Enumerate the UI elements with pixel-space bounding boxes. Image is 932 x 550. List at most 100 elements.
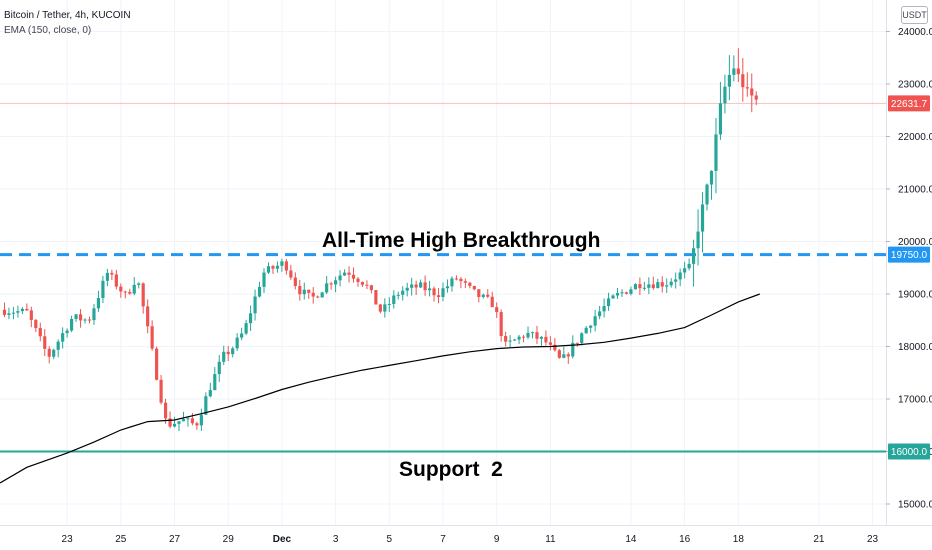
candle-body xyxy=(378,304,382,312)
candle-body xyxy=(642,287,646,289)
candle-body xyxy=(589,325,593,328)
candle-body xyxy=(611,295,615,299)
y-tick-label: 18000.0 xyxy=(898,342,932,353)
candle-body xyxy=(450,278,454,287)
candle-body xyxy=(92,308,96,321)
candle-body xyxy=(235,337,239,349)
candle-body xyxy=(78,314,83,321)
candle-body xyxy=(660,282,664,287)
y-tick-label: 15000.0 xyxy=(898,500,932,511)
candle-body xyxy=(70,319,74,331)
y-tick-label: 21000.0 xyxy=(898,185,932,196)
candle-body xyxy=(271,266,275,269)
candle-body xyxy=(665,285,669,287)
symbol-title[interactable]: Bitcoin / Tether, 4h, KUCOIN xyxy=(4,10,131,21)
x-tick-label: 7 xyxy=(440,534,446,545)
candle-body xyxy=(87,319,92,321)
candle-body xyxy=(141,283,145,307)
candle-body xyxy=(530,332,535,334)
candle-body xyxy=(674,279,678,282)
candle-body xyxy=(302,289,306,295)
candle-body xyxy=(669,281,673,286)
indicator-legend[interactable]: EMA (150, close, 0) xyxy=(4,25,92,36)
candle-body xyxy=(521,336,526,338)
candle-body xyxy=(754,95,758,100)
candle-body xyxy=(557,350,561,358)
candle-body xyxy=(114,274,118,287)
candle-body xyxy=(2,309,7,315)
candle-body xyxy=(454,278,459,280)
candle-body xyxy=(248,313,253,324)
x-tick-label: 11 xyxy=(545,534,556,545)
support-annotation: Support 2 xyxy=(399,458,503,481)
candle-body xyxy=(745,87,749,89)
y-tick-label: 22000.0 xyxy=(898,132,932,143)
candle-body xyxy=(110,272,114,275)
candle-body xyxy=(598,311,602,317)
candle-body xyxy=(566,354,570,357)
price-label-box xyxy=(888,443,930,460)
candle-body xyxy=(347,272,351,275)
candle-body xyxy=(741,74,745,88)
candle-body xyxy=(396,294,400,296)
candle-body xyxy=(633,284,638,290)
candle-body xyxy=(244,323,248,334)
x-tick-label: 18 xyxy=(733,534,745,545)
price-label-box xyxy=(888,246,930,263)
candle-body xyxy=(150,326,154,349)
candle-body xyxy=(723,86,727,104)
candle-body xyxy=(338,275,342,281)
price-label-box xyxy=(888,95,930,112)
candle-body xyxy=(678,272,682,280)
candle-body xyxy=(374,290,378,305)
candle-body xyxy=(316,296,320,298)
candle-body xyxy=(732,68,736,75)
y-tick-label: 17000.0 xyxy=(898,395,932,406)
candle-body xyxy=(11,312,16,314)
candle-body xyxy=(329,283,333,285)
candle-body xyxy=(472,285,476,290)
candle-body xyxy=(436,295,441,297)
candle-body xyxy=(43,336,47,349)
candle-body xyxy=(687,263,691,269)
currency-badge[interactable]: USDT xyxy=(901,6,928,24)
candle-body xyxy=(132,284,136,294)
candle-body xyxy=(544,336,548,343)
candle-body xyxy=(651,284,655,289)
candle-body xyxy=(548,342,552,345)
candle-body xyxy=(186,418,190,420)
candle-body xyxy=(325,283,329,293)
time-axis[interactable]: 23 25 27 29 Dec 3 5 7 9 11 14 16 18 21 23 xyxy=(62,534,879,545)
candle-body xyxy=(580,333,584,343)
candle-body xyxy=(293,277,297,286)
candle-body xyxy=(495,307,499,313)
candle-body xyxy=(47,348,51,357)
x-tick-label: 29 xyxy=(223,534,235,545)
candle-body xyxy=(199,414,203,426)
y-tick-label: 20000.0 xyxy=(898,237,932,248)
candle-body xyxy=(29,310,33,320)
candle-body xyxy=(736,68,740,75)
price-labels: 22631.7 19750.0 16000.0 xyxy=(888,95,930,460)
x-tick-label: 16 xyxy=(679,534,691,545)
candle-body xyxy=(504,336,508,342)
candle-body xyxy=(620,292,624,294)
candle-body xyxy=(208,390,212,397)
candle-body xyxy=(629,289,633,294)
candle-body xyxy=(284,261,288,271)
level-lines xyxy=(0,102,886,453)
candle-body xyxy=(647,284,651,288)
candle-body xyxy=(137,283,141,285)
candle-body xyxy=(696,231,700,249)
candle-body xyxy=(750,88,754,96)
x-tick-label: 25 xyxy=(115,534,127,545)
candle-body xyxy=(311,292,315,297)
candle-body xyxy=(168,418,172,427)
candle-body xyxy=(392,295,396,304)
candle-body xyxy=(289,270,293,278)
candle-body xyxy=(387,303,391,305)
candle-body xyxy=(691,248,696,264)
candle-body xyxy=(351,274,356,279)
candle-body xyxy=(177,421,181,424)
